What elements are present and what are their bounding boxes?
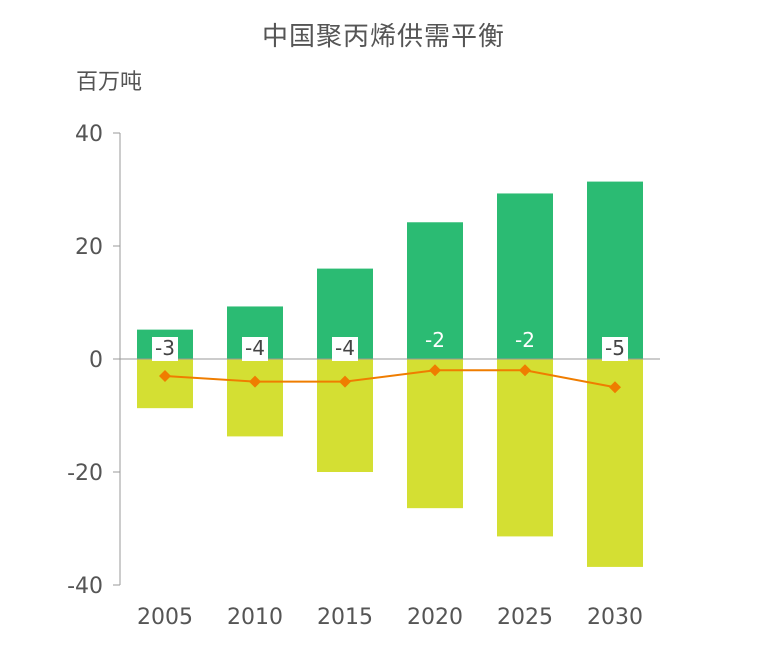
balance-label-box — [602, 337, 628, 361]
demand-bar — [497, 359, 553, 537]
y-axis-unit-label: 百万吨 — [76, 70, 143, 95]
y-tick-label: -40 — [67, 574, 103, 599]
balance-data-label: -2 — [515, 328, 535, 352]
y-tick-label: 20 — [75, 235, 103, 260]
supply-bar — [587, 181, 643, 359]
balance-label-box — [242, 337, 268, 361]
demand-bar — [227, 359, 283, 437]
balance-data-label: -4 — [335, 336, 355, 360]
y-tick-label: -20 — [67, 461, 103, 486]
x-tick-label: 2015 — [317, 605, 373, 630]
x-tick-label: 2025 — [497, 605, 553, 630]
balance-label-box — [152, 337, 178, 361]
chart-title: 中国聚丙烯供需平衡 — [261, 22, 505, 52]
demand-bar — [587, 359, 643, 567]
balance-data-label: -4 — [245, 336, 265, 360]
balance-marker — [519, 364, 531, 377]
balance-marker — [429, 364, 441, 377]
balance-data-label: -3 — [155, 336, 175, 360]
balance-marker — [249, 375, 261, 388]
x-tick-label: 2005 — [137, 605, 193, 630]
balance-line — [164, 369, 616, 389]
y-tick-label: 40 — [75, 122, 103, 147]
balance-data-label: -2 — [425, 328, 445, 352]
balance-label-box — [332, 337, 358, 361]
x-tick-label: 2020 — [407, 605, 463, 630]
x-tick-label: 2030 — [587, 605, 643, 630]
demand-bar — [407, 359, 463, 509]
balance-marker — [159, 369, 171, 382]
balance-data-label: -5 — [605, 336, 625, 360]
demand-bar — [137, 359, 193, 409]
y-tick-label: 0 — [89, 348, 103, 373]
supply-bar — [407, 222, 463, 359]
x-tick-label: 2010 — [227, 605, 283, 630]
supply-bar — [497, 193, 553, 359]
balance-marker — [609, 381, 621, 394]
balance-marker — [339, 375, 351, 388]
